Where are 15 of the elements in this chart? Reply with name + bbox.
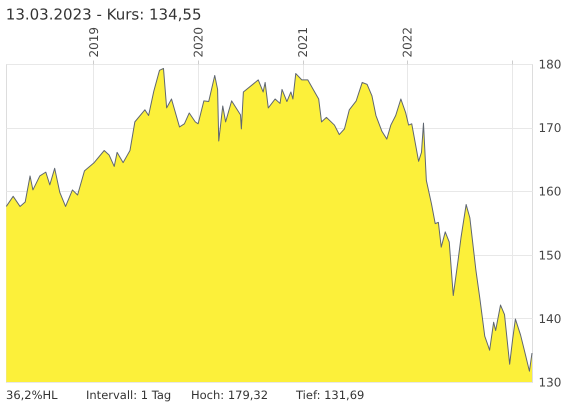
y-tick-label: 180 bbox=[538, 58, 562, 72]
text: Tief: 131,69 bbox=[295, 388, 364, 402]
text: Hoch: 179,32 bbox=[191, 388, 268, 402]
y-tick-label: 140 bbox=[538, 312, 562, 326]
y-tick-label: 160 bbox=[538, 184, 562, 199]
x-tick-label: 2021 bbox=[296, 26, 310, 58]
y-tick-label: 170 bbox=[538, 121, 562, 136]
chart-title: 13.03.2023 - Kurs: 134,55 bbox=[6, 5, 202, 24]
text: 36,2%HL bbox=[6, 388, 58, 402]
text: Intervall: 1 Tag bbox=[86, 388, 172, 402]
x-tick-label: 2020 bbox=[191, 26, 206, 58]
y-tick-label: 130 bbox=[538, 376, 562, 390]
y-tick-label: 150 bbox=[538, 248, 562, 262]
x-tick-label: 2022 bbox=[400, 26, 415, 58]
x-tick-label: 2019 bbox=[86, 26, 101, 58]
